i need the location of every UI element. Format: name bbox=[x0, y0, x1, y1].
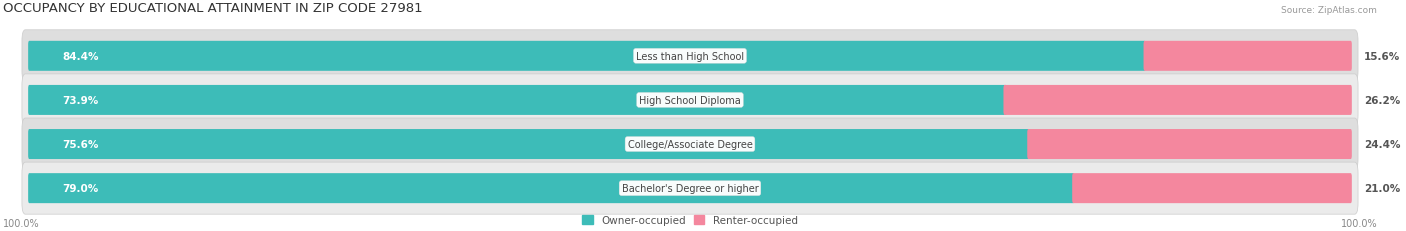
FancyBboxPatch shape bbox=[28, 130, 1029, 159]
Text: 15.6%: 15.6% bbox=[1364, 52, 1400, 61]
Text: Bachelor's Degree or higher: Bachelor's Degree or higher bbox=[621, 183, 758, 193]
Text: High School Diploma: High School Diploma bbox=[640, 95, 741, 106]
Text: 26.2%: 26.2% bbox=[1364, 95, 1400, 106]
FancyBboxPatch shape bbox=[1143, 42, 1351, 72]
Text: Source: ZipAtlas.com: Source: ZipAtlas.com bbox=[1281, 6, 1378, 15]
Text: 79.0%: 79.0% bbox=[62, 183, 98, 193]
Text: 73.9%: 73.9% bbox=[62, 95, 98, 106]
FancyBboxPatch shape bbox=[1028, 130, 1351, 159]
FancyBboxPatch shape bbox=[1073, 173, 1351, 203]
Text: 24.4%: 24.4% bbox=[1364, 140, 1400, 149]
FancyBboxPatch shape bbox=[1004, 85, 1351, 116]
Text: OCCUPANCY BY EDUCATIONAL ATTAINMENT IN ZIP CODE 27981: OCCUPANCY BY EDUCATIONAL ATTAINMENT IN Z… bbox=[3, 2, 422, 15]
Text: 75.6%: 75.6% bbox=[62, 140, 98, 149]
Text: 100.0%: 100.0% bbox=[1340, 218, 1378, 228]
FancyBboxPatch shape bbox=[28, 85, 1007, 116]
Text: College/Associate Degree: College/Associate Degree bbox=[627, 140, 752, 149]
Text: 21.0%: 21.0% bbox=[1364, 183, 1400, 193]
FancyBboxPatch shape bbox=[28, 173, 1074, 203]
FancyBboxPatch shape bbox=[22, 31, 1358, 82]
FancyBboxPatch shape bbox=[30, 177, 1351, 200]
FancyBboxPatch shape bbox=[22, 162, 1358, 214]
FancyBboxPatch shape bbox=[22, 119, 1358, 170]
Text: Less than High School: Less than High School bbox=[636, 52, 744, 61]
FancyBboxPatch shape bbox=[28, 42, 1146, 72]
FancyBboxPatch shape bbox=[30, 89, 1351, 112]
FancyBboxPatch shape bbox=[22, 75, 1358, 126]
FancyBboxPatch shape bbox=[30, 45, 1351, 68]
Text: 100.0%: 100.0% bbox=[3, 218, 39, 228]
FancyBboxPatch shape bbox=[30, 133, 1351, 156]
Text: 84.4%: 84.4% bbox=[62, 52, 98, 61]
Legend: Owner-occupied, Renter-occupied: Owner-occupied, Renter-occupied bbox=[578, 211, 801, 229]
